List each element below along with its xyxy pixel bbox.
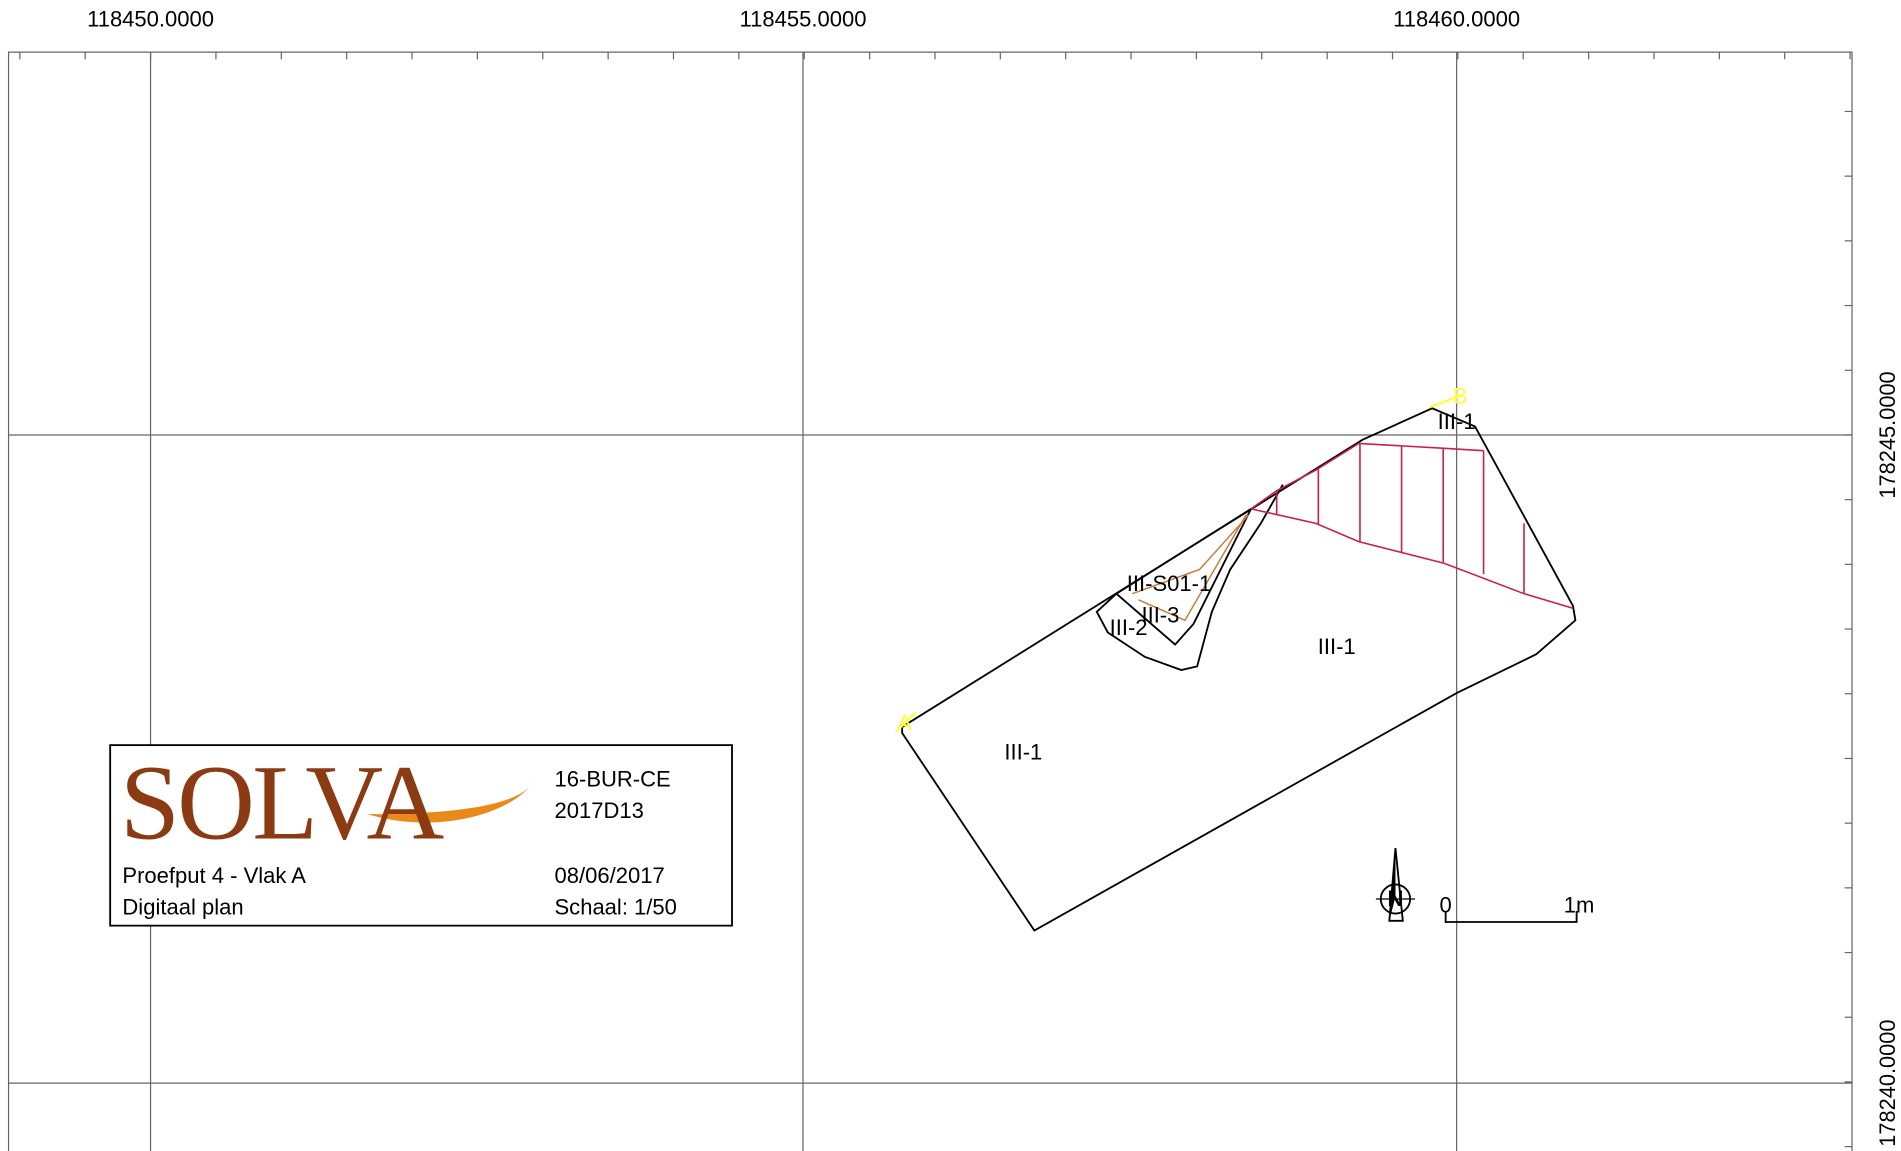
feature-label: III-1	[1438, 409, 1476, 434]
hatch-edge	[1250, 442, 1484, 510]
y-coordinate: 178245.0000	[1875, 371, 1900, 498]
scale-bar	[1444, 911, 1578, 923]
y-coordinate: 178240.0000	[1875, 1020, 1900, 1147]
feature-outline	[1095, 484, 1284, 671]
logo: SOLVA	[120, 744, 444, 862]
north-label: N	[1387, 886, 1403, 911]
trench-outline	[901, 407, 1577, 932]
x-coordinate: 118455.0000	[740, 7, 867, 32]
point-label: A	[897, 711, 912, 736]
feature-label: III-1	[1004, 740, 1042, 765]
feature-label: III-2	[1110, 615, 1148, 640]
feature-label: III-S01-1	[1127, 571, 1211, 596]
scale-label: 1m	[1564, 892, 1595, 917]
x-coordinate: 118450.0000	[87, 7, 214, 32]
scale-label: 0	[1440, 892, 1452, 917]
section-line	[1132, 514, 1250, 622]
feature-label: III-1	[1318, 634, 1356, 659]
feature-outline	[1115, 508, 1252, 646]
point-label: B	[1453, 384, 1468, 409]
plan-date: 08/06/2017	[555, 863, 665, 888]
plan-type: Digitaal plan	[122, 895, 243, 920]
logo-swoosh	[367, 781, 534, 823]
hatching	[1275, 443, 1525, 594]
plan-scale: Schaal: 1/50	[555, 895, 677, 920]
plan-title: Proefput 4 - Vlak A	[122, 863, 306, 888]
project-code: 16-BUR-CE	[555, 766, 671, 791]
section-marker	[895, 393, 1464, 733]
grid	[8, 52, 1853, 1151]
feature-label: III-3	[1141, 603, 1179, 628]
ticks	[19, 52, 1853, 1148]
x-coordinate: 118460.0000	[1393, 7, 1520, 32]
dossier-code: 2017D13	[555, 798, 644, 823]
frame	[7, 51, 1853, 1151]
title-block	[109, 744, 733, 927]
